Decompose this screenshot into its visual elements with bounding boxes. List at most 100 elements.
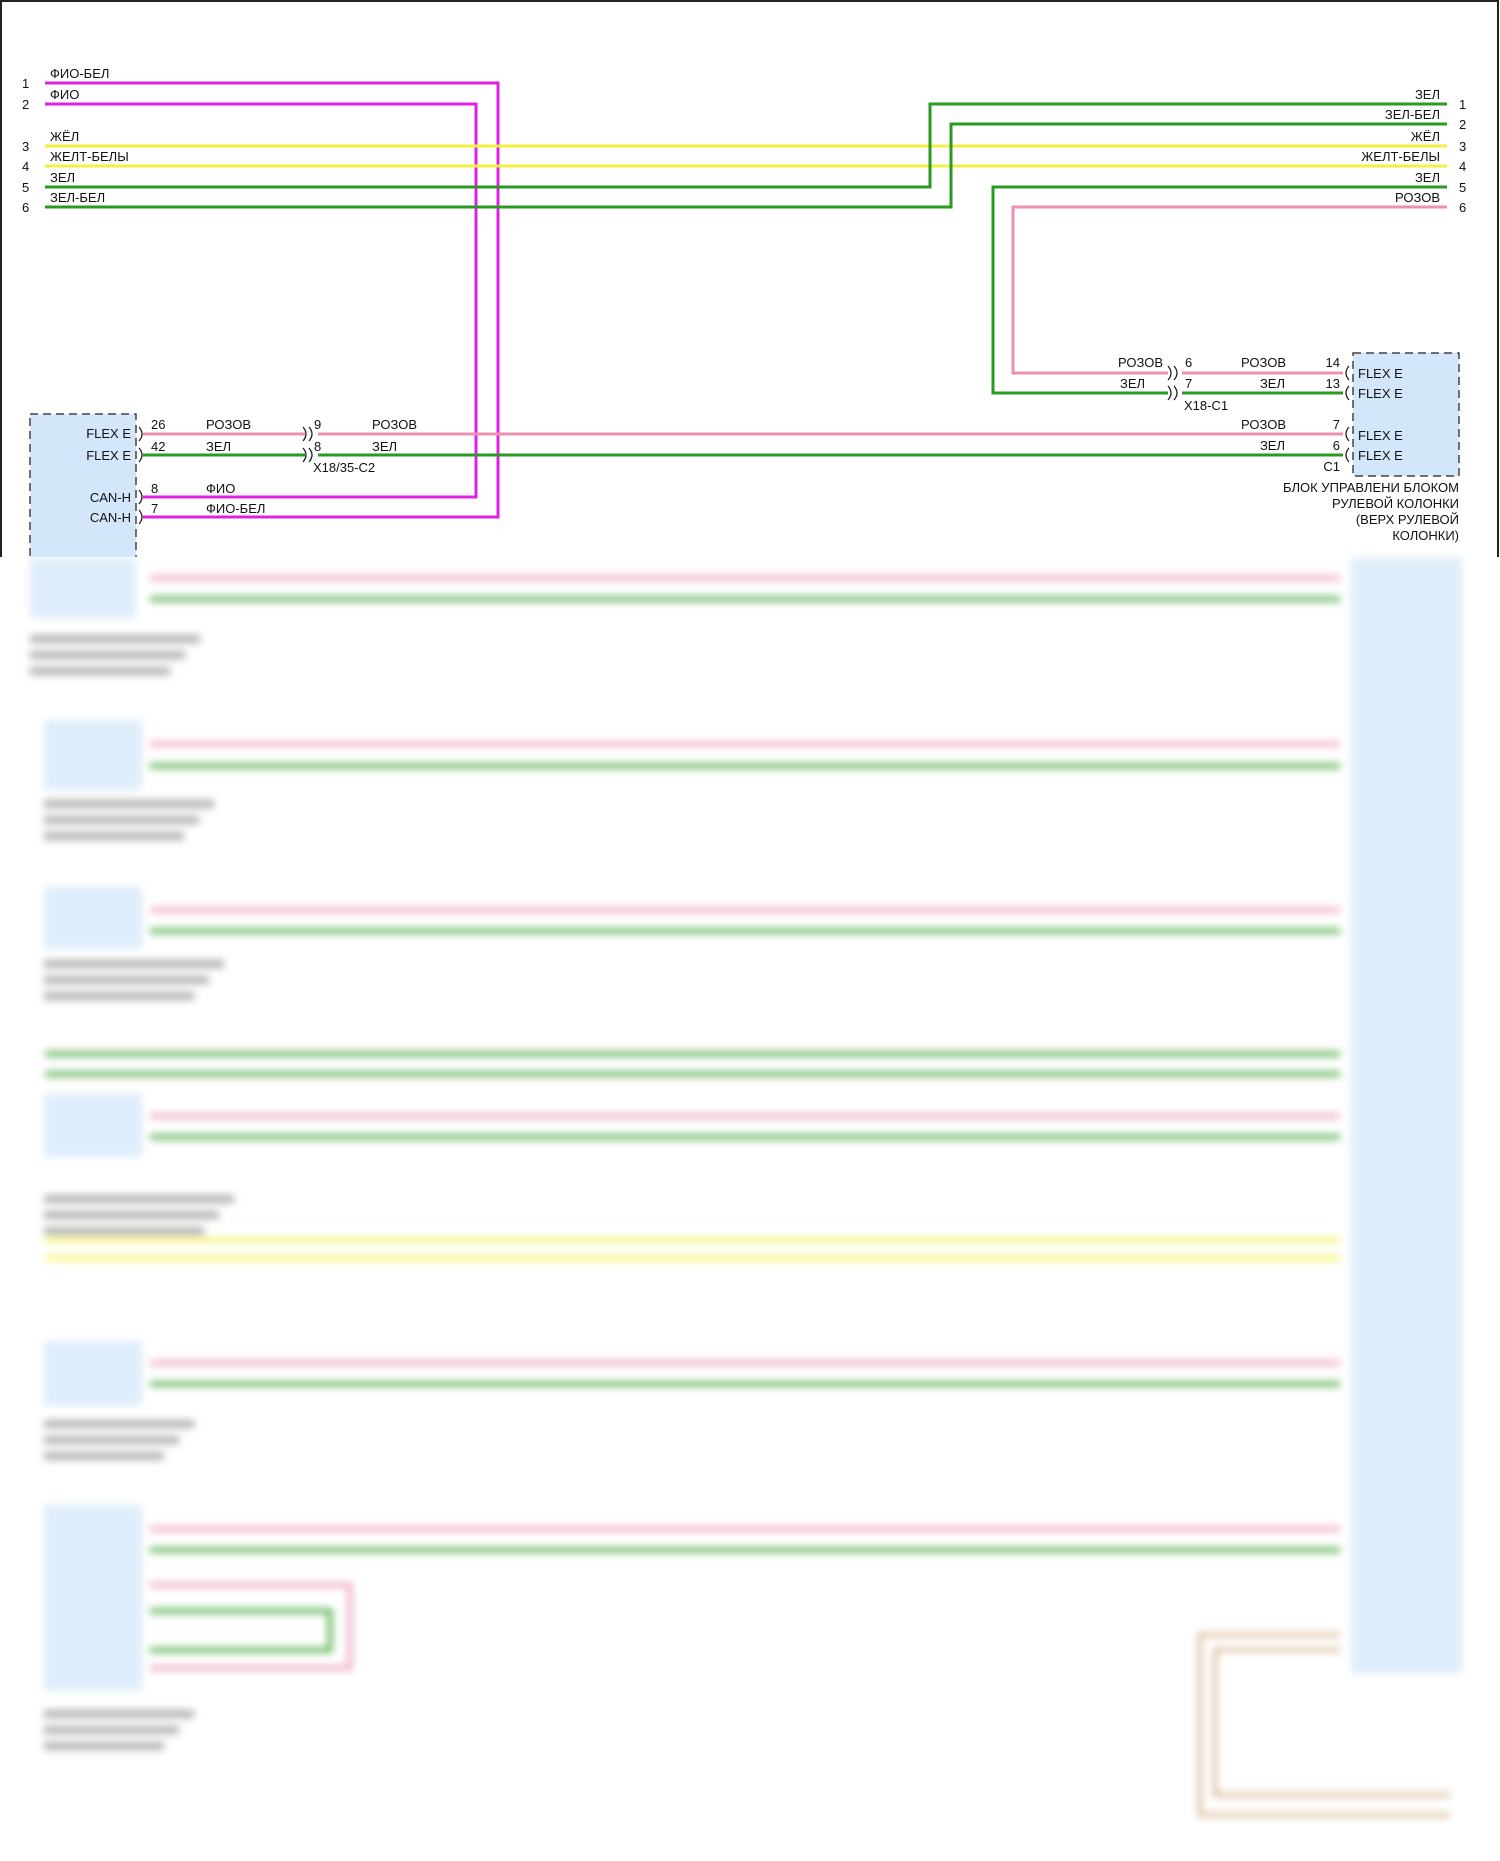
connector-name: X18/35-C2 [313, 460, 375, 475]
connector-name: C1 [1323, 459, 1340, 474]
pin-number: 6 [22, 200, 29, 215]
wire-label: ЗЕЛ [50, 170, 75, 185]
wire-label: РОЗОВ [372, 417, 417, 432]
blurred-label [44, 992, 194, 1000]
wire-label: ЗЕЛ [1415, 87, 1440, 102]
wire-label: ЗЕЛ [1260, 438, 1285, 453]
pin-number: 8 [314, 439, 321, 454]
pin-number: 14 [1326, 355, 1340, 370]
module-pin-name: FLEX E [1358, 448, 1403, 463]
blurred-label [44, 800, 214, 808]
blurred-label [44, 976, 209, 984]
wire-label: ЗЕЛ-БЕЛ [1385, 107, 1440, 122]
blurred-label [44, 1420, 194, 1428]
pin-number: 5 [22, 180, 29, 195]
wire-label: ЖЕЛТ-БЕЛЫ [1361, 149, 1440, 164]
wire-fio [45, 102, 478, 499]
right-module-pin-icons [1345, 365, 1350, 463]
pin-number: 42 [151, 439, 165, 454]
pin-number: 7 [151, 501, 158, 516]
pin-number: 13 [1326, 376, 1340, 391]
wire-label: РОЗОВ [1241, 355, 1286, 370]
pin-number: 4 [22, 159, 29, 174]
wire-label: ФИО [50, 87, 79, 102]
blurred-region-background [0, 557, 1500, 1861]
pin-number: 3 [22, 139, 29, 154]
blurred-label [30, 651, 185, 659]
pin-number: 7 [1333, 417, 1340, 432]
wire-label: ЗЕЛ [206, 439, 231, 454]
pin-number: 6 [1333, 438, 1340, 453]
module-title: КОЛОНКИ) [1392, 528, 1459, 543]
blurred-label [44, 832, 184, 840]
module-title: БЛОК УПРАВЛЕНИ БЛОКОМ [1283, 480, 1459, 495]
pin-number: 26 [151, 417, 165, 432]
left-module-pin-icons [138, 426, 143, 525]
module-pin-name: FLEX E [1358, 366, 1403, 381]
wire-label: ЗЕЛ [1260, 376, 1285, 391]
blurred-module-box [44, 1094, 142, 1157]
pin-number: 8 [151, 481, 158, 496]
wire-zel-right-5 [991, 185, 1447, 395]
blurred-module-box [44, 1505, 142, 1691]
module-pin-name: FLEX E [86, 426, 131, 441]
pin-number: 1 [22, 76, 29, 91]
module-pin-name: CAN-H [90, 510, 131, 525]
blurred-label [44, 960, 224, 968]
blurred-label [44, 1211, 219, 1219]
wire-zel-bel-6-2 [45, 122, 1447, 209]
wire-label: ЖЁЛ [50, 129, 79, 144]
module-title: РУЛЕВОЙ КОЛОНКИ [1332, 496, 1459, 511]
connector-symbols [138, 365, 1350, 525]
module-pin-name: FLEX E [1358, 386, 1403, 401]
blurred-module-box [44, 1341, 142, 1406]
pin-number: 7 [1185, 376, 1192, 391]
right-terminals: 1 ЗЕЛ 2 ЗЕЛ-БЕЛ 3 ЖЁЛ 4 ЖЕЛТ-БЕЛЫ 5 ЗЕЛ … [1361, 87, 1466, 215]
blurred-wire [1213, 1648, 1450, 1797]
wire-label: РОЗОВ [1241, 417, 1286, 432]
wire-rozov-right-6 [1011, 205, 1447, 375]
right-module: 14 13 7 6 C1 РОЗОВ ЗЕЛ FLEX E FLEX E FLE… [1241, 355, 1459, 543]
blurred-wire [150, 1582, 353, 1671]
module-pin-name: CAN-H [90, 490, 131, 505]
left-terminals: 1 ФИО-БЕЛ 2 ФИО 3 ЖЁЛ 4 ЖЕЛТ-БЕЛЫ 5 ЗЕЛ … [22, 66, 129, 215]
wire-label: ФИО [206, 481, 235, 496]
blurred-module-box [44, 720, 142, 790]
blurred-label [44, 1227, 204, 1235]
wire-label: ЗЕЛ [372, 439, 397, 454]
pin-number: 1 [1459, 97, 1466, 112]
blurred-label [44, 1452, 164, 1460]
module-pin-name: FLEX E [86, 448, 131, 463]
pin-number: 6 [1185, 355, 1192, 370]
wire-label: ЖЁЛ [1411, 129, 1440, 144]
wires [45, 81, 1447, 519]
wire-label: ЗЕЛ-БЕЛ [50, 190, 105, 205]
connector-x18-35-c2: 9 8 X18/35-C2 РОЗОВ ЗЕЛ [313, 417, 417, 475]
blurred-label [30, 667, 170, 675]
blurred-module-box [44, 887, 142, 949]
blurred-wire [1198, 1633, 1450, 1817]
connector-x18-35-c2-icon [302, 426, 313, 463]
blurred-label [44, 816, 199, 824]
wire-fio-bel [45, 81, 500, 519]
wire-zel-5-1 [45, 102, 1447, 189]
pin-number: 9 [314, 417, 321, 432]
pin-number: 3 [1459, 139, 1466, 154]
blurred-module-box [30, 558, 136, 618]
right-module-box [1352, 352, 1460, 477]
connector-name: X18-C1 [1184, 398, 1228, 413]
blurred-label [44, 1195, 234, 1203]
pin-number: 2 [22, 97, 29, 112]
connector-x18-c1-icon [1167, 365, 1178, 401]
blurred-label [44, 1726, 179, 1734]
connector-x18-c1: РОЗОВ ЗЕЛ 6 7 X18-C1 РОЗОВ ЗЕЛ [1118, 355, 1286, 413]
blurred-label [44, 1436, 179, 1444]
pin-number: 2 [1459, 117, 1466, 132]
pin-number: 6 [1459, 200, 1466, 215]
wire-label: ФИО-БЕЛ [206, 501, 265, 516]
blurred-label [44, 1710, 194, 1718]
wire-label: РОЗОВ [206, 417, 251, 432]
wire-label: ЗЕЛ [1415, 170, 1440, 185]
pin-number: 5 [1459, 180, 1466, 195]
